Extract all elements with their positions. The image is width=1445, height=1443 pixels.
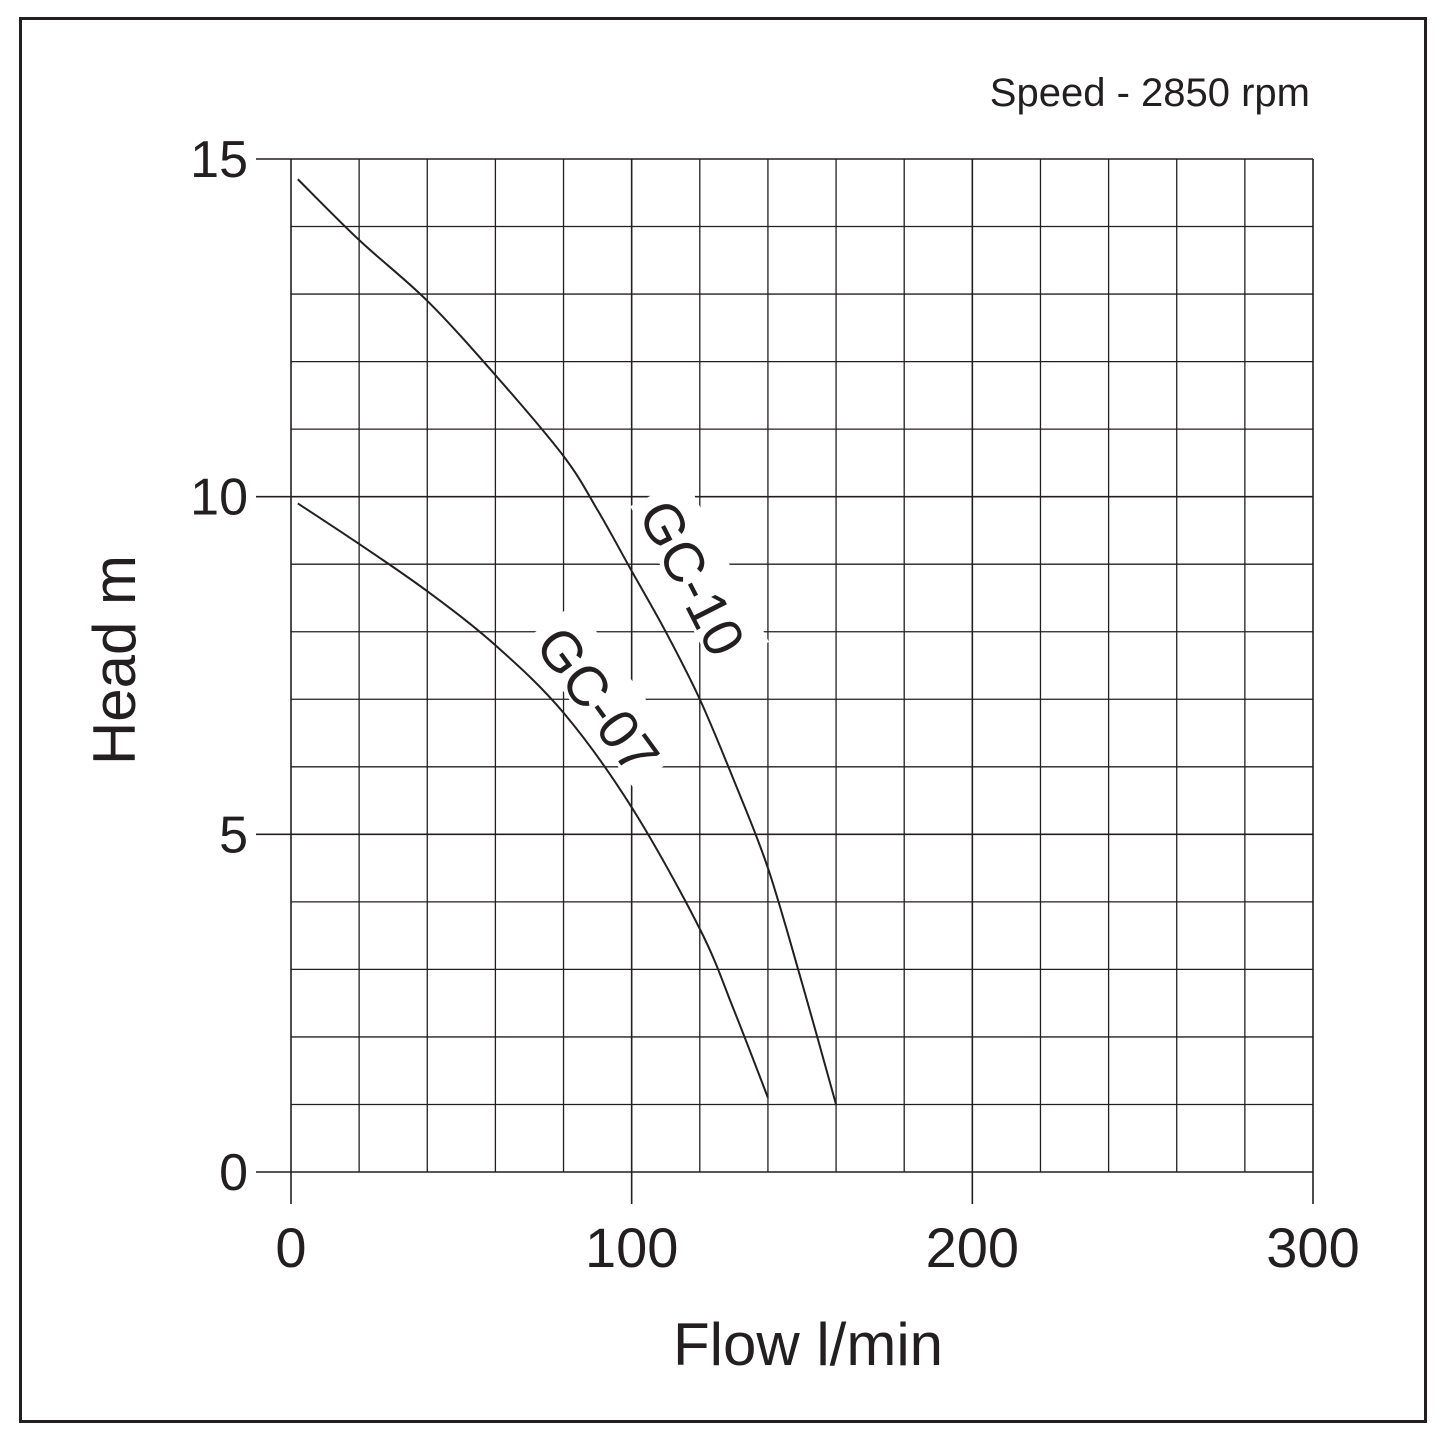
chart-frame [19,17,1427,1423]
x-tick-label: 100 [585,1216,678,1279]
y-tick-labels: 0 5 10 15 [190,131,248,1202]
y-tick-label: 5 [219,806,248,864]
x-tick-label: 200 [926,1216,1019,1279]
series-line-gc-10 [297,178,838,1105]
speed-annotation: Speed - 2850 rpm [990,71,1310,115]
y-axis-label: Head m [81,555,148,765]
grid [256,158,1314,1204]
series-label-gc-10: GC-10 [627,490,758,666]
series-label-gc-07-bg [525,602,684,789]
series-line-gc-07 [297,502,769,1099]
y-tick-label: 15 [190,131,248,189]
y-tick-label: 10 [190,469,248,527]
series-label-gc-10-bg [630,478,769,671]
x-tick-label: 300 [1266,1216,1359,1279]
series-label-gc-10-group: GC-10 [627,478,769,671]
y-tick-label: 0 [219,1144,248,1202]
x-axis-label: Flow l/min [673,1311,943,1378]
x-tick-label: 0 [275,1216,306,1279]
series-lines [297,178,838,1105]
x-tick-labels: 0 100 200 300 [275,1216,1359,1279]
